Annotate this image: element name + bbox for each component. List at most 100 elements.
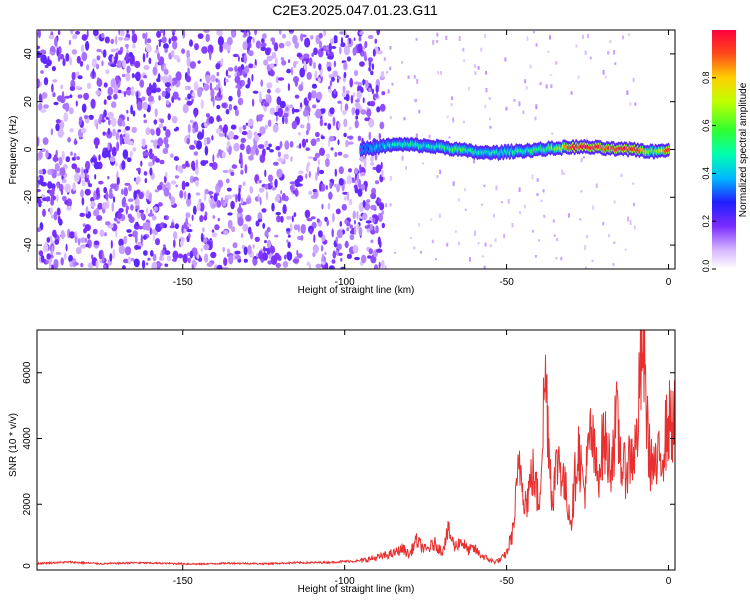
spectrogram-noise-blob [349,234,355,241]
spectrogram-speckle [428,134,431,139]
spectrogram-noise-blob [258,114,264,118]
colorbar-gradient [712,30,736,269]
spectrogram-noise-blob [281,33,287,39]
spectrogram-speckle [626,90,629,95]
spectrogram-noise-blob [66,205,72,211]
spectrogram-noise-blob [373,264,379,269]
spectrogram-noise-blob [56,182,60,189]
spectrogram-speckle [526,36,529,41]
spectrogram-noise-blob [312,156,318,162]
spectrogram-noise-blob [298,132,302,136]
spectrogram-noise-blob [187,223,192,228]
spectrogram-noise-blob [88,183,93,188]
spectrogram-noise-blob [173,239,176,248]
spectrogram-noise-blob [98,180,104,185]
spectrogram-speckle [432,40,435,45]
spectrogram-noise-blob [348,198,353,206]
spectrogram-noise-blob [342,85,346,93]
spectrogram-noise-blob [203,30,210,33]
spectrogram-noise-blob [118,245,126,255]
spectrogram-noise-blob [131,30,135,36]
spectrogram-noise-blob [157,73,161,81]
spectrogram-speckle [389,116,392,120]
spectrogram-noise-blob [291,215,294,223]
spectrogram-noise-blob [278,30,282,35]
spectrogram-noise-blob [126,30,129,34]
spectrogram-noise-blob [242,41,248,51]
spectrogram-noise-blob [333,60,337,68]
spectrogram-noise-blob [157,202,163,207]
spectrogram-noise-blob [230,124,237,130]
spectrogram-noise-blob [74,231,77,238]
spectrogram-noise-blob [252,90,259,94]
spectrogram-noise-blob [168,38,172,45]
spectrogram-noise-blob [81,166,84,175]
spectrogram-noise-blob [278,42,285,49]
spectrogram-noise-blob [277,151,281,158]
spectrogram-noise-blob [346,227,350,232]
spectrogram-noise-blob [163,126,167,131]
spectrogram-noise-blob [217,179,224,188]
spectrogram-noise-blob [285,40,292,47]
spectrogram-noise-blob [37,188,41,193]
spectrogram-noise-blob [108,193,114,199]
spectrogram-noise-blob [177,97,181,101]
spectrogram-noise-blob [198,198,202,204]
spectrogram-noise-blob [177,253,184,259]
spectrogram-noise-blob [109,253,113,262]
spectrogram-noise-blob [269,63,275,69]
spectrogram-noise-blob [269,107,276,115]
snr-frame [36,329,676,571]
spectrogram-noise-blob [186,228,193,233]
spectrogram-noise-blob [231,164,238,170]
spectrogram-speckle [464,208,467,211]
spectrogram-noise-blob [55,123,60,132]
spectrogram-noise-blob [76,156,80,161]
spectrogram-speckle [614,62,617,65]
spectrogram-noise-blob [71,163,77,170]
spectrogram-speckle [629,220,632,226]
spectrogram-noise-blob [96,78,103,87]
spectrogram-noise-blob [264,230,269,238]
snr-panel: -150 -100 -50 0 0 2000 4000 6000 Height of str… [8,329,676,595]
spectrogram-noise-blob [215,78,219,83]
spectrogram-noise-blob [188,233,191,239]
spectrogram-noise-blob [233,142,240,152]
spectrogram-noise-blob [234,65,238,73]
spectrogram-noise-blob [126,109,129,114]
spectrogram-noise-blob [346,56,352,62]
spectrogram-noise-blob [126,116,130,122]
spectrogram-noise-blob [343,45,350,56]
spectrogram-noise-blob [371,63,375,70]
spectrogram-noise-blob [47,181,53,189]
spectrogram-noise-blob [134,60,141,68]
spectrogram-noise-blob [63,112,69,122]
spectrogram-noise-blob [186,57,191,67]
spectrogram-noise-blob [344,219,348,225]
spectrogram-noise-blob [105,191,109,201]
spectrogram-noise-blob [86,82,92,90]
spectrogram-noise-blob [374,92,379,99]
spectrogram-noise-blob [209,50,212,61]
spectrogram-noise-blob [172,258,177,262]
spectrogram-noise-blob [123,187,128,197]
spectrogram-noise-blob [264,240,267,244]
spectrogram-noise-blob [166,86,171,93]
spectrogram-noise-blob [343,153,349,159]
spectrogram-noise-blob [212,203,217,208]
spectrogram-noise-blob [110,240,113,249]
spectrogram-noise-blob [311,52,315,57]
spectrogram-noise-blob [146,207,149,214]
spectrogram-speckle [458,36,461,41]
spectrogram-speckle [440,71,443,75]
spectrogram-noise-blob [243,246,248,256]
spectrogram-noise-blob [208,116,214,124]
spectrogram-noise-blob [57,54,61,62]
spectrogram-speckle [485,87,488,93]
spectrogram-noise-blob [345,139,349,148]
spectrogram-noise-blob [121,197,126,208]
spectrogram-noise-blob [56,207,61,216]
spectrogram-noise-blob [135,221,139,226]
spectrogram-noise-blob [343,132,347,138]
spectrogram-noise-blob [354,256,360,261]
